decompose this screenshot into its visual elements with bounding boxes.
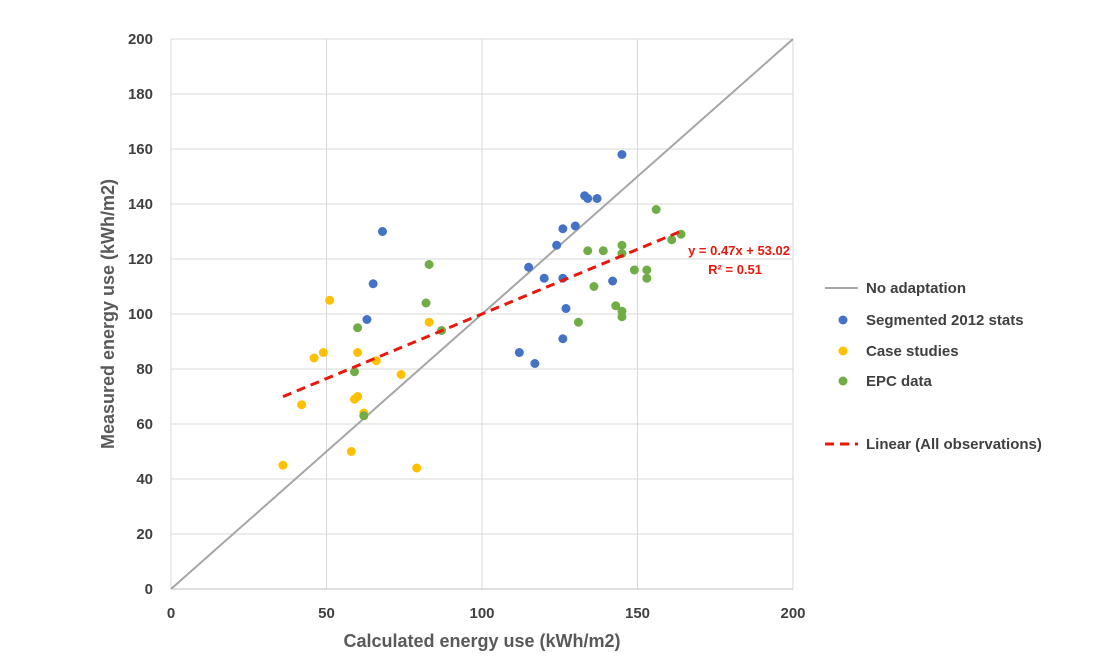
y-tick-label: 40 (136, 471, 153, 488)
x-tick-label: 150 (625, 605, 650, 622)
legend-item-segmented-2012-stats: Segmented 2012 stats (838, 312, 1024, 329)
data-point-case-studies (424, 317, 434, 327)
data-point-segmented-2012-stats (377, 227, 387, 236)
data-point-case-studies (353, 348, 363, 357)
data-point-epc-data (617, 306, 627, 316)
legend-item-linear-trendline: Linear (All observations) (825, 436, 1042, 453)
legend-marker-case-studies (838, 346, 848, 356)
data-point-segmented-2012-stats (583, 194, 593, 203)
data-point-case-studies (278, 460, 288, 470)
x-axis-title: Calculated energy use (kWh/m2) (343, 631, 620, 651)
y-tick-label: 20 (136, 526, 153, 543)
data-point-epc-data (667, 235, 677, 245)
data-point-epc-data (611, 301, 621, 311)
data-points-layer (278, 150, 686, 473)
data-point-epc-data (424, 260, 434, 269)
data-point-segmented-2012-stats (617, 150, 627, 159)
data-point-segmented-2012-stats (530, 359, 540, 368)
data-point-segmented-2012-stats (558, 224, 568, 234)
data-point-case-studies (412, 463, 422, 473)
data-point-segmented-2012-stats (368, 279, 378, 289)
data-point-epc-data (583, 246, 593, 256)
data-point-segmented-2012-stats (539, 273, 549, 283)
data-point-epc-data (353, 323, 363, 333)
trendline-r2-label: R² = 0.51 (708, 262, 762, 277)
legend-label-no-adaptation: No adaptation (866, 280, 966, 297)
data-point-segmented-2012-stats (362, 315, 372, 324)
data-point-segmented-2012-stats (592, 194, 602, 203)
x-tick-label: 0 (167, 605, 175, 622)
legend-item-no-adaptation: No adaptation (825, 280, 966, 297)
x-tick-label: 50 (318, 605, 335, 622)
data-point-epc-data (651, 205, 661, 214)
data-point-case-studies (346, 447, 356, 456)
legend-item-case-studies: Case studies (838, 343, 959, 360)
legend-label-case-studies: Case studies (866, 343, 959, 360)
y-tick-label: 160 (128, 141, 153, 158)
y-tick-label: 60 (136, 416, 153, 433)
data-point-segmented-2012-stats (570, 221, 580, 231)
data-point-case-studies (353, 392, 363, 401)
y-tick-label: 140 (128, 196, 153, 213)
legend-label-linear-trendline: Linear (All observations) (866, 436, 1042, 453)
y-axis-title: Measured energy use (kWh/m2) (98, 179, 118, 449)
data-point-epc-data (349, 367, 359, 377)
legend-marker-epc-data (838, 376, 848, 386)
data-point-segmented-2012-stats (608, 276, 618, 286)
data-point-segmented-2012-stats (552, 240, 562, 250)
data-point-epc-data (421, 298, 431, 308)
trendline-layer (282, 228, 685, 399)
data-point-case-studies (396, 370, 406, 379)
legend-label-epc-data: EPC data (866, 373, 933, 390)
y-tick-label: 80 (136, 361, 153, 378)
y-tick-label: 120 (128, 251, 153, 268)
y-tick-label: 0 (145, 581, 153, 598)
data-point-case-studies (309, 353, 319, 363)
data-point-epc-data (598, 246, 608, 256)
data-point-segmented-2012-stats (558, 334, 568, 344)
data-point-epc-data (617, 240, 627, 250)
data-point-epc-data (629, 265, 639, 275)
legend-marker-segmented-2012-stats (838, 315, 848, 325)
tick-labels: 0 20 40 60 80 100 120 140 160 180 200 0 50 100 150 200 (128, 31, 806, 622)
axes (170, 39, 793, 590)
data-point-segmented-2012-stats (561, 304, 571, 313)
linear-trendline (282, 228, 685, 399)
data-point-segmented-2012-stats (524, 262, 534, 272)
data-point-epc-data (642, 265, 652, 275)
y-tick-label: 200 (128, 31, 153, 48)
legend: No adaptation Segmented 2012 stats Case … (825, 280, 1042, 453)
data-point-case-studies (318, 348, 328, 357)
data-point-case-studies (325, 295, 335, 305)
data-point-epc-data (642, 273, 652, 283)
data-point-epc-data (573, 317, 583, 327)
x-tick-label: 200 (780, 605, 805, 622)
data-point-epc-data (589, 282, 599, 291)
data-point-epc-data (359, 411, 369, 421)
data-point-case-studies (297, 400, 307, 410)
legend-item-epc-data: EPC data (838, 373, 933, 390)
trendline-equation-label: y = 0.47x + 53.02 (688, 243, 790, 258)
y-tick-label: 100 (128, 306, 153, 323)
legend-label-segmented-2012-stats: Segmented 2012 stats (866, 312, 1024, 329)
data-point-segmented-2012-stats (514, 348, 524, 357)
x-tick-label: 100 (469, 605, 494, 622)
y-tick-label: 180 (128, 86, 153, 103)
